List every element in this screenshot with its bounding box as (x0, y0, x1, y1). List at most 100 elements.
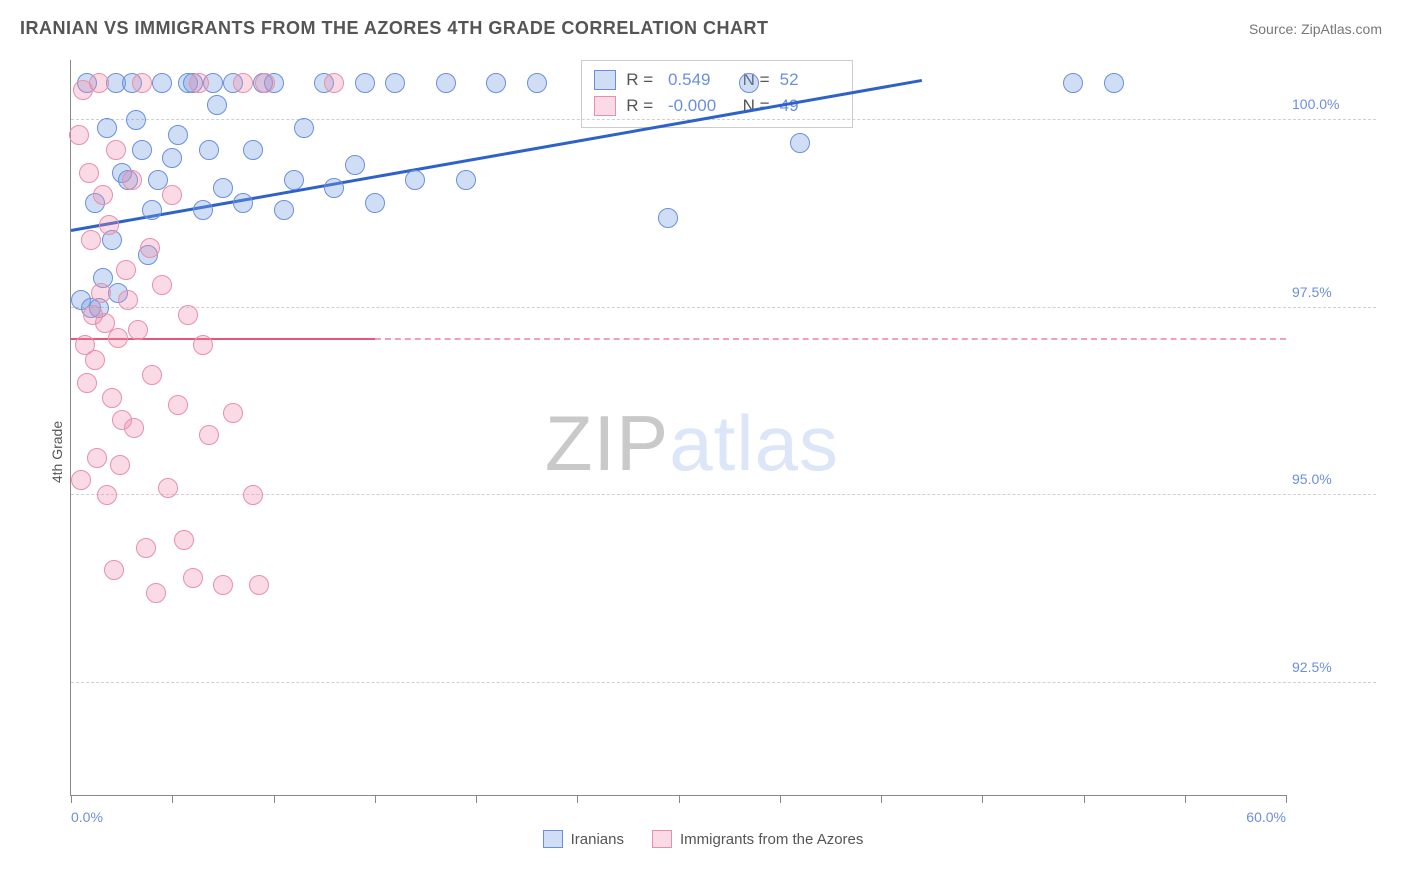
x-tick (274, 795, 275, 803)
x-tick (881, 795, 882, 803)
data-point-azores (81, 230, 101, 250)
data-point-azores (189, 73, 209, 93)
data-point-iranians (243, 140, 263, 160)
data-point-azores (69, 125, 89, 145)
legend-label: Iranians (571, 831, 624, 848)
chart-header: IRANIAN VS IMMIGRANTS FROM THE AZORES 4T… (0, 0, 1406, 49)
data-point-iranians (213, 178, 233, 198)
data-point-iranians (405, 170, 425, 190)
data-point-azores (199, 425, 219, 445)
watermark: ZIPatlas (545, 398, 839, 489)
x-tick (1084, 795, 1085, 803)
legend-swatch-azores (594, 96, 616, 116)
x-tick (577, 795, 578, 803)
data-point-azores (104, 560, 124, 580)
data-point-iranians (126, 110, 146, 130)
data-point-iranians (97, 118, 117, 138)
legend-r-label: R = (626, 67, 658, 93)
legend-item: Iranians (543, 830, 624, 848)
data-point-azores (178, 305, 198, 325)
gridline (71, 494, 1376, 495)
data-point-azores (77, 373, 97, 393)
x-tick (982, 795, 983, 803)
x-tick (679, 795, 680, 803)
data-point-azores (124, 418, 144, 438)
y-tick-label: 92.5% (1292, 659, 1372, 675)
data-point-iranians (132, 140, 152, 160)
gridline (71, 307, 1376, 308)
data-point-iranians (284, 170, 304, 190)
data-point-iranians (152, 73, 172, 93)
data-point-azores (162, 185, 182, 205)
data-point-azores (122, 170, 142, 190)
legend-n-value: 52 (780, 67, 840, 93)
data-point-azores (146, 583, 166, 603)
data-point-azores (97, 485, 117, 505)
legend-label: Immigrants from the Azores (680, 831, 863, 848)
data-point-azores (193, 335, 213, 355)
data-point-azores (79, 163, 99, 183)
series-legend: Iranians Immigrants from the Azores (20, 830, 1386, 848)
data-point-iranians (658, 208, 678, 228)
data-point-iranians (168, 125, 188, 145)
data-point-iranians (739, 73, 759, 93)
y-tick-label: 95.0% (1292, 471, 1372, 487)
legend-item: Immigrants from the Azores (652, 830, 863, 848)
x-tick-label: 0.0% (71, 809, 103, 825)
trend-line-azores-ext (375, 338, 1286, 340)
chart-area: 4th Grade ZIPatlas R = 0.549 N = 52R = -… (20, 52, 1386, 852)
data-point-azores (132, 73, 152, 93)
watermark-zip: ZIP (545, 399, 669, 487)
data-point-iranians (345, 155, 365, 175)
data-point-azores (243, 485, 263, 505)
data-point-azores (110, 455, 130, 475)
data-point-azores (99, 215, 119, 235)
data-point-azores (71, 470, 91, 490)
data-point-iranians (193, 200, 213, 220)
x-tick (71, 795, 72, 803)
data-point-azores (142, 365, 162, 385)
data-point-iranians (233, 193, 253, 213)
source-link[interactable]: ZipAtlas.com (1301, 21, 1382, 37)
data-point-azores (116, 260, 136, 280)
x-tick (1286, 795, 1287, 803)
data-point-azores (174, 530, 194, 550)
data-point-iranians (274, 200, 294, 220)
data-point-iranians (142, 200, 162, 220)
data-point-azores (85, 350, 105, 370)
data-point-azores (152, 275, 172, 295)
legend-r-value: 0.549 (668, 67, 728, 93)
data-point-iranians (790, 133, 810, 153)
y-tick-label: 100.0% (1292, 96, 1372, 112)
x-tick (172, 795, 173, 803)
data-point-azores (118, 290, 138, 310)
data-point-iranians (436, 73, 456, 93)
plot-area: ZIPatlas R = 0.549 N = 52R = -0.000 N = … (70, 60, 1286, 796)
x-tick (476, 795, 477, 803)
gridline (71, 682, 1376, 683)
data-point-azores (102, 388, 122, 408)
data-point-iranians (456, 170, 476, 190)
legend-r-label: R = (626, 93, 658, 119)
data-point-azores (89, 73, 109, 93)
x-tick (375, 795, 376, 803)
data-point-iranians (486, 73, 506, 93)
data-point-azores (233, 73, 253, 93)
legend-row-iranians: R = 0.549 N = 52 (594, 67, 839, 93)
data-point-azores (108, 328, 128, 348)
data-point-azores (136, 538, 156, 558)
chart-title: IRANIAN VS IMMIGRANTS FROM THE AZORES 4T… (20, 18, 769, 39)
data-point-iranians (1063, 73, 1083, 93)
x-tick (780, 795, 781, 803)
data-point-azores (223, 403, 243, 423)
data-point-azores (213, 575, 233, 595)
data-point-azores (249, 575, 269, 595)
data-point-azores (158, 478, 178, 498)
data-point-iranians (294, 118, 314, 138)
data-point-iranians (207, 95, 227, 115)
data-point-azores (255, 73, 275, 93)
data-point-iranians (199, 140, 219, 160)
gridline (71, 119, 1376, 120)
data-point-azores (140, 238, 160, 258)
data-point-azores (168, 395, 188, 415)
